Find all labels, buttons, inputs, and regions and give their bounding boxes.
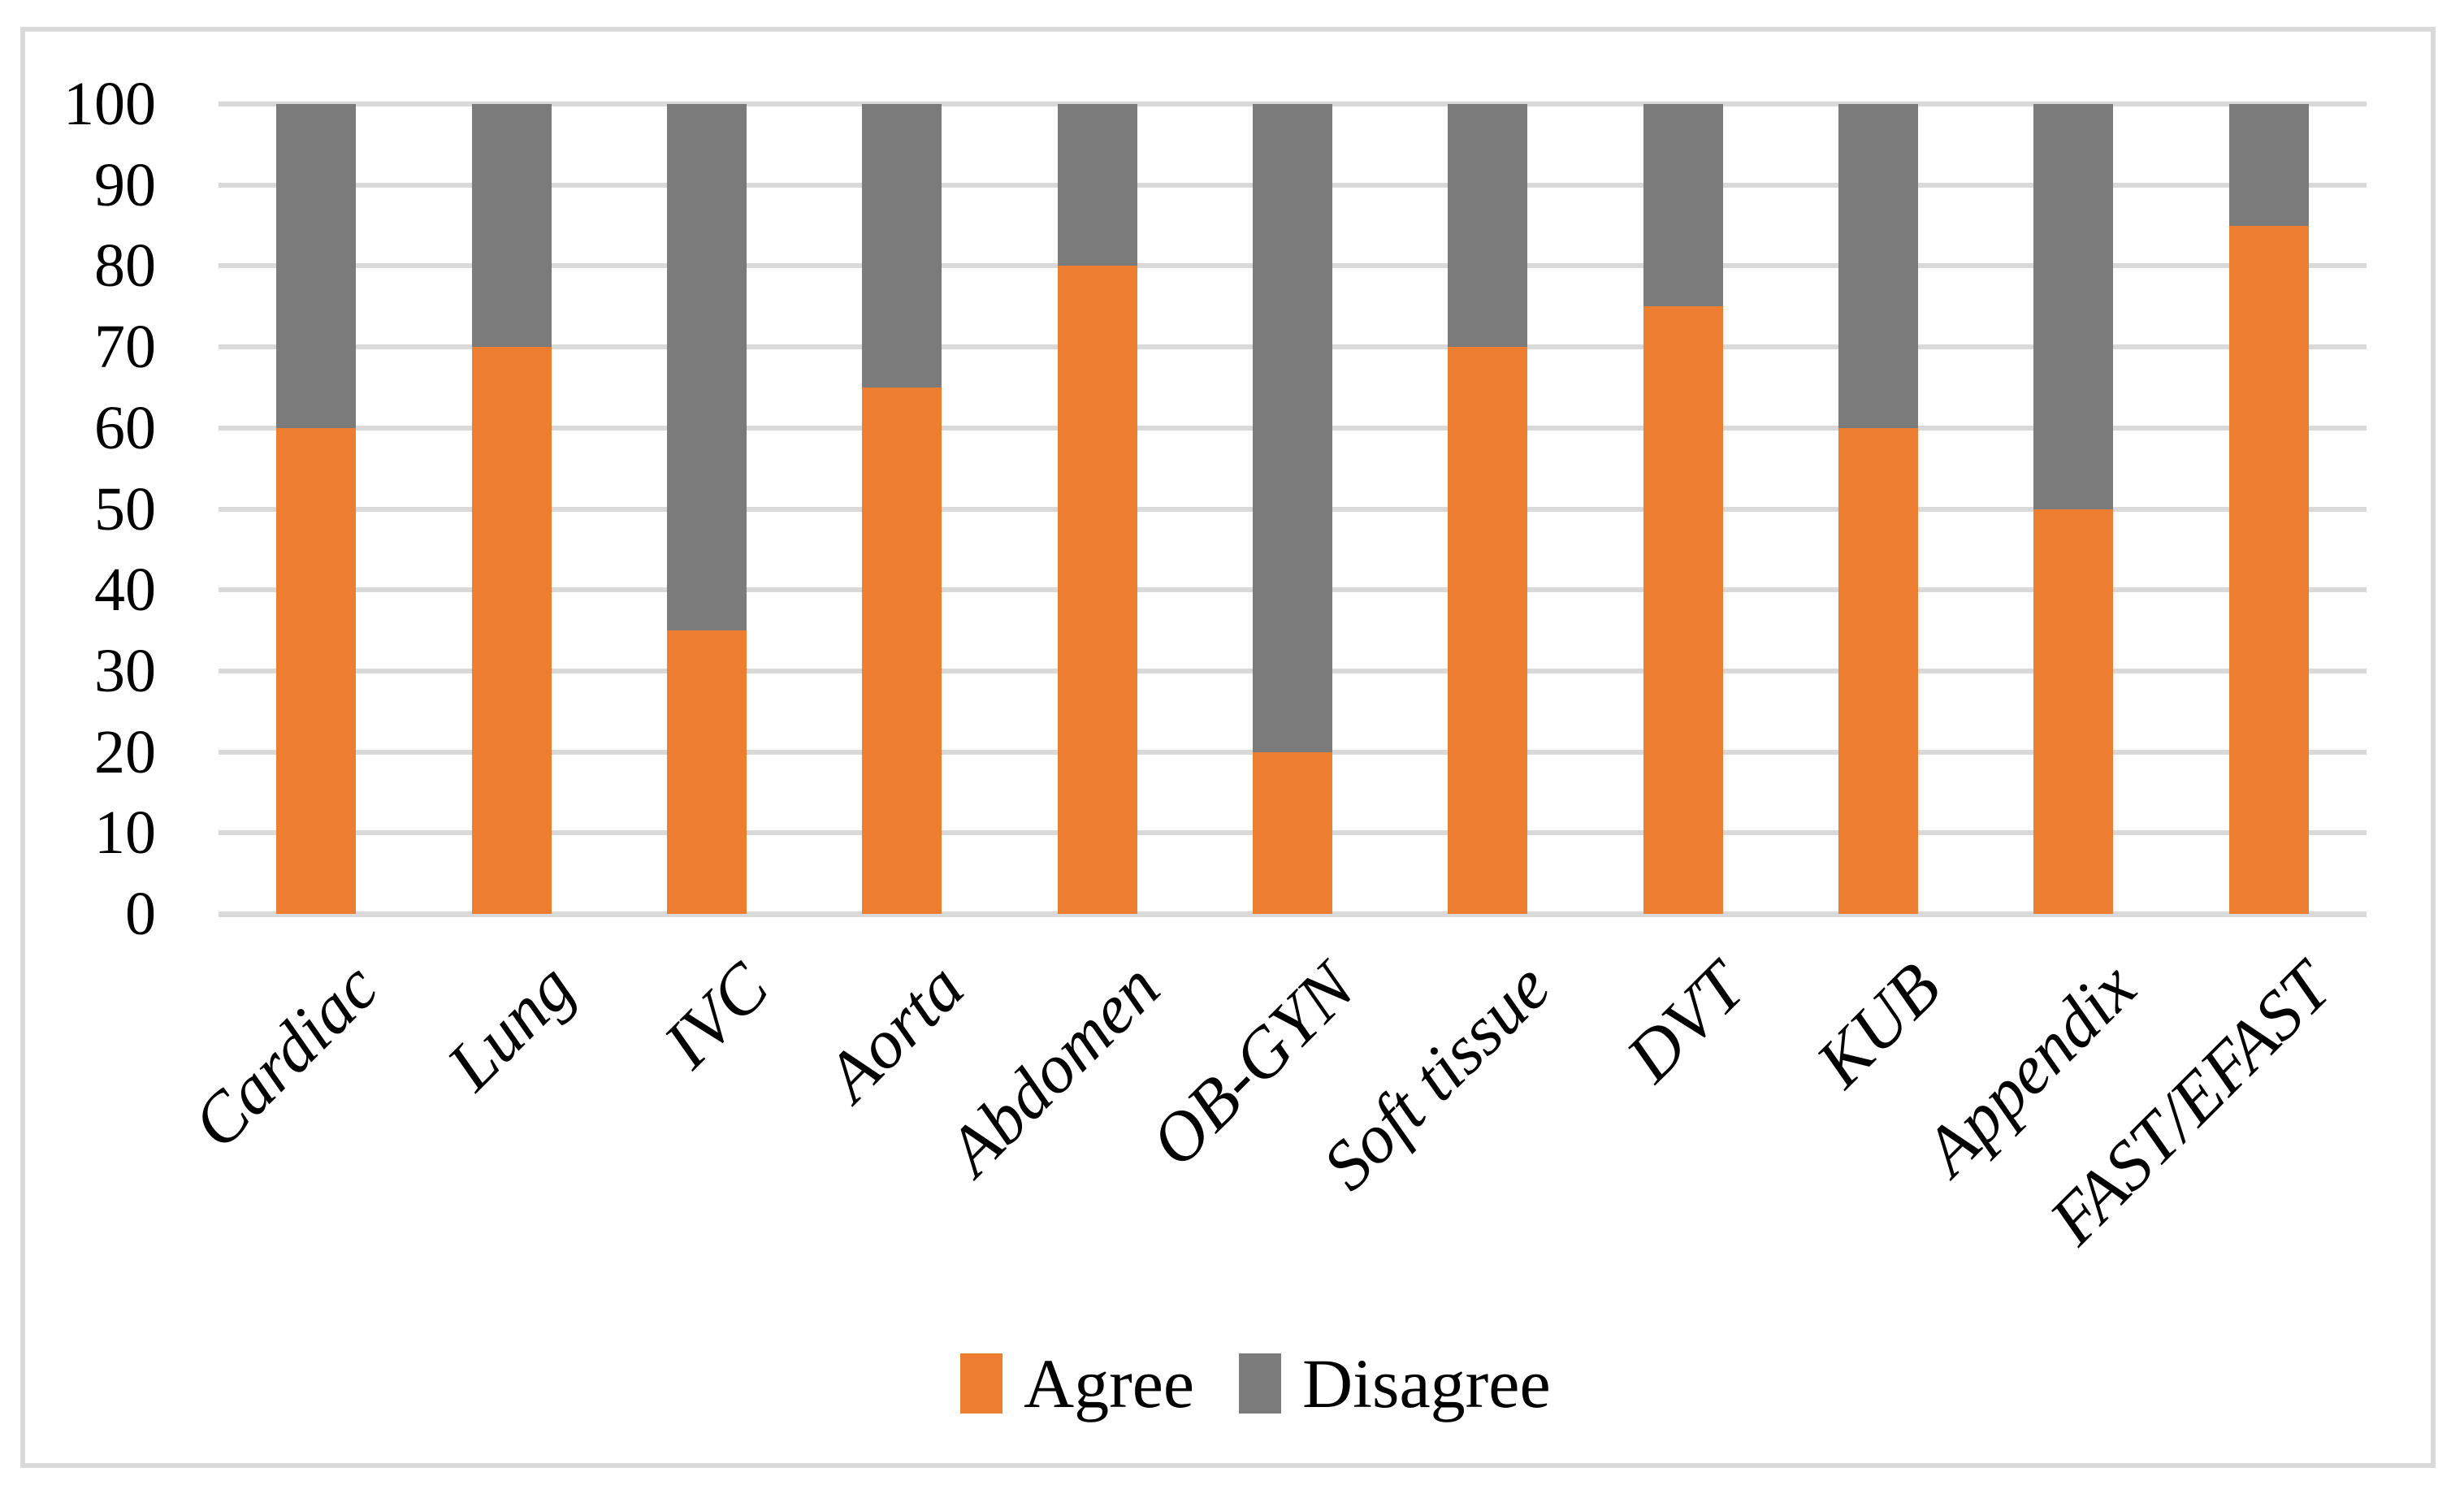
bar-segment-disagree-lung — [471, 104, 552, 348]
legend-label-disagree: Disagree — [1302, 1344, 1551, 1422]
bar-segment-disagree-appendix — [2033, 104, 2114, 509]
bar-segment-disagree-ob-gyn — [1253, 104, 1332, 752]
bar-segment-agree-cardiac — [276, 427, 357, 914]
y-axis-tick-label: 20 — [94, 717, 156, 786]
bar-segment-agree-abdomen — [1057, 266, 1137, 914]
bar-segment-disagree-aorta — [862, 104, 942, 387]
y-axis-tick-label: 60 — [94, 393, 156, 462]
y-axis-tick-label: 10 — [94, 799, 156, 868]
legend-swatch-agree — [960, 1353, 1002, 1414]
y-axis-tick-label: 80 — [94, 232, 156, 301]
bar-segment-agree-kub — [1838, 427, 1919, 914]
bar-segment-agree-appendix — [2033, 509, 2114, 914]
x-axis-line — [219, 911, 2367, 917]
bar-segment-disagree-cardiac — [276, 104, 357, 428]
bar-segment-agree-lung — [471, 347, 552, 914]
y-axis-tick-label: 90 — [94, 150, 156, 219]
bar-segment-agree-ob-gyn — [1253, 751, 1332, 914]
bar-segment-disagree-dvt — [1643, 104, 1723, 307]
chart-border — [20, 27, 2436, 1468]
bar-segment-disagree-kub — [1838, 104, 1919, 428]
legend-label-agree: Agree — [1024, 1344, 1195, 1422]
bar-segment-disagree-soft-tissue — [1448, 104, 1528, 348]
bar-segment-agree-fast-efast — [2228, 225, 2309, 914]
y-axis-tick-label: 70 — [94, 313, 156, 382]
legend-entry-agree: Agree — [960, 1344, 1194, 1422]
bar-segment-disagree-fast-efast — [2228, 104, 2309, 226]
legend-swatch-disagree — [1239, 1353, 1281, 1414]
bar-segment-agree-ivc — [666, 630, 747, 914]
y-axis-tick-label: 0 — [125, 880, 156, 948]
legend-entry-disagree: Disagree — [1239, 1344, 1551, 1422]
bar-segment-agree-soft-tissue — [1448, 347, 1528, 914]
y-axis-tick-label: 30 — [94, 636, 156, 705]
bar-segment-agree-aorta — [862, 387, 942, 914]
bar-segment-disagree-abdomen — [1057, 104, 1137, 266]
y-axis-tick-label: 50 — [94, 474, 156, 543]
bar-segment-disagree-ivc — [666, 104, 747, 631]
bar-segment-agree-dvt — [1643, 306, 1723, 914]
y-axis-tick-label: 100 — [63, 70, 156, 138]
y-axis-tick-label: 40 — [94, 556, 156, 625]
